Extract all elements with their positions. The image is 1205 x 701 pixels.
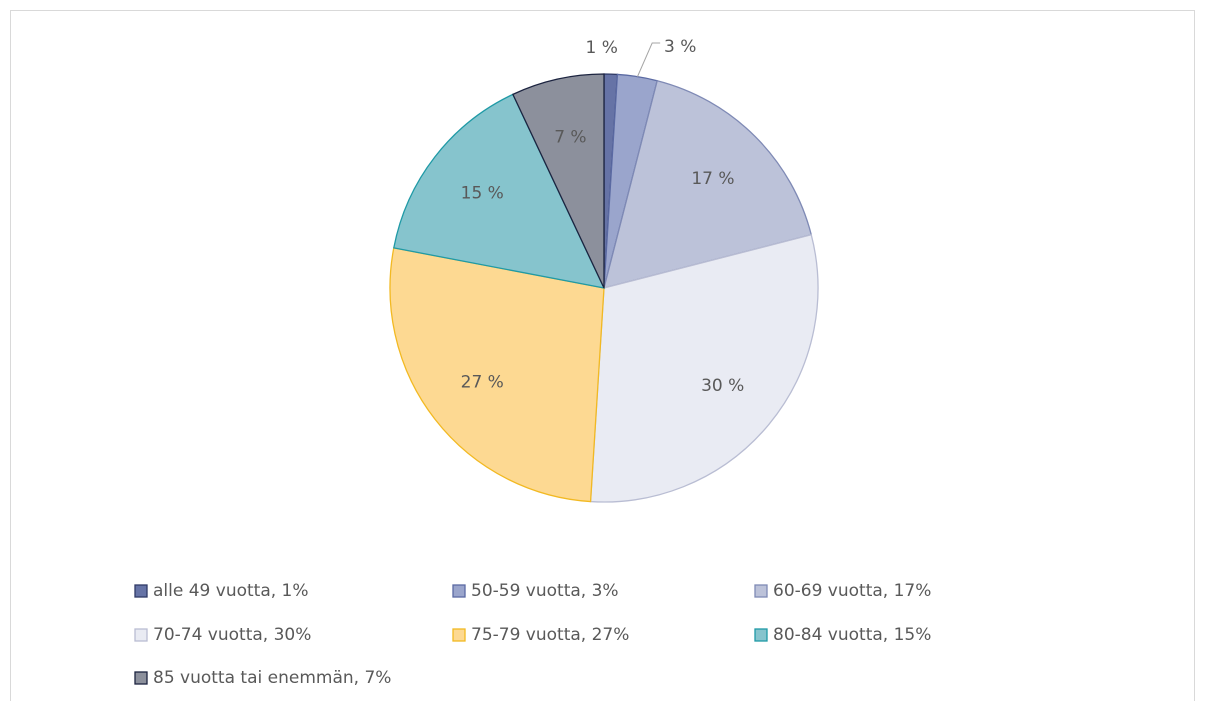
data-label: 3 % [664, 37, 696, 57]
legend-label: 60-69 vuotta, 17% [773, 581, 931, 601]
leader-line [637, 42, 661, 77]
data-label: 27 % [461, 372, 504, 392]
legend-label: 50-59 vuotta, 3% [471, 581, 619, 601]
pie-slice [589, 233, 819, 503]
legend-swatch [134, 584, 148, 598]
legend-label: alle 49 vuotta, 1% [153, 581, 309, 601]
data-label: 7 % [554, 128, 586, 148]
data-label: 15 % [461, 184, 504, 204]
pie-slice [603, 79, 813, 289]
legend-label: 70-74 vuotta, 30% [153, 625, 311, 645]
legend-label: 75-79 vuotta, 27% [471, 625, 629, 645]
legend-swatch [452, 584, 466, 598]
legend-swatch [452, 628, 466, 642]
data-label: 30 % [701, 376, 744, 396]
legend-label: 80-84 vuotta, 15% [773, 625, 931, 645]
legend-swatch [754, 628, 768, 642]
pie-slice [393, 93, 606, 289]
pie-slice [512, 73, 605, 289]
data-label: 17 % [691, 169, 734, 189]
legend-swatch [754, 584, 768, 598]
data-label: 1 % [585, 38, 617, 58]
legend-label: 85 vuotta tai enemmän, 7% [153, 668, 391, 688]
legend-swatch [134, 671, 148, 685]
legend-swatch [134, 628, 148, 642]
pie-slice [389, 247, 605, 503]
